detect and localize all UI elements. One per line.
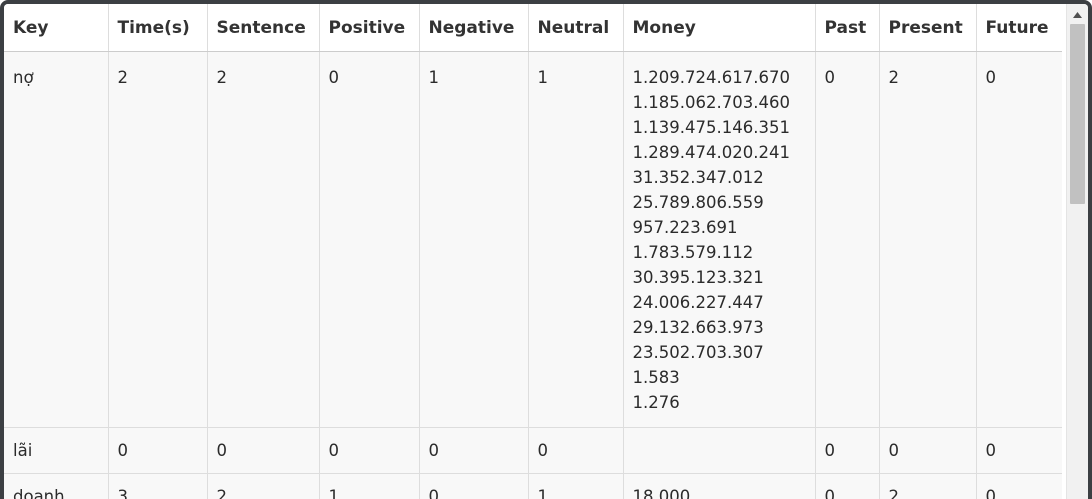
money-value: 24.006.227.447 (632, 293, 764, 312)
table-row: lãi 0 0 0 0 0 0 0 0 (4, 427, 1062, 474)
money-value: 30.395.123.321 (632, 268, 764, 287)
cell-future: 0 (976, 427, 1062, 474)
money-value: 1.783.579.112 (632, 243, 754, 262)
money-value: 1.209.724.617.670 (632, 68, 790, 87)
money-value: 1.139.475.146.351 (632, 118, 790, 137)
cell-present: 0 (879, 427, 977, 474)
cell-sentence: 2 (207, 473, 320, 499)
cell-past: 0 (815, 427, 880, 474)
cell-future: 0 (976, 51, 1062, 428)
scrollbar-thumb[interactable] (1070, 24, 1085, 204)
money-value: 18.000 (632, 487, 691, 499)
cell-time: 0 (108, 427, 208, 474)
cell-key: nợ (4, 51, 109, 428)
table-viewport: Key Time(s) Sentence Positive Negative N… (4, 4, 1062, 499)
cell-money: 18.000 (623, 473, 816, 499)
cell-positive: 0 (319, 427, 420, 474)
table-row: doanh 3 2 1 0 1 18.000 0 2 0 (4, 473, 1062, 499)
cell-sentence: 2 (207, 51, 320, 428)
header-present[interactable]: Present (879, 4, 977, 52)
header-sentence[interactable]: Sentence (207, 4, 320, 52)
table-row: nợ 2 2 0 1 1 1.209.724.617.670 1.185.062… (4, 51, 1062, 428)
cell-time: 3 (108, 473, 208, 499)
header-positive[interactable]: Positive (319, 4, 420, 52)
triangle-up-icon (1073, 12, 1082, 18)
header-neutral[interactable]: Neutral (528, 4, 624, 52)
money-value: 23.502.703.307 (632, 343, 764, 362)
cell-present: 2 (879, 473, 977, 499)
header-past[interactable]: Past (815, 4, 880, 52)
header-future[interactable]: Future (976, 4, 1062, 52)
header-time[interactable]: Time(s) (108, 4, 208, 52)
cell-time: 2 (108, 51, 208, 428)
cell-money: 1.209.724.617.670 1.185.062.703.460 1.13… (623, 51, 816, 428)
money-value: 1.185.062.703.460 (632, 93, 790, 112)
cell-positive: 0 (319, 51, 420, 428)
table-header-row: Key Time(s) Sentence Positive Negative N… (4, 4, 1062, 52)
cell-key: doanh (4, 473, 109, 499)
cell-sentence: 0 (207, 427, 320, 474)
money-value: 1.276 (632, 393, 680, 412)
cell-neutral: 0 (528, 427, 624, 474)
header-negative[interactable]: Negative (419, 4, 529, 52)
money-value: 29.132.663.973 (632, 318, 764, 337)
cell-negative: 1 (419, 51, 529, 428)
cell-key: lãi (4, 427, 109, 474)
header-money[interactable]: Money (623, 4, 816, 52)
cell-neutral: 1 (528, 473, 624, 499)
cell-present: 2 (879, 51, 977, 428)
money-value: 1.583 (632, 368, 680, 387)
cell-negative: 0 (419, 473, 529, 499)
cell-past: 0 (815, 473, 880, 499)
cell-neutral: 1 (528, 51, 624, 428)
money-value: 957.223.691 (632, 218, 738, 237)
money-value: 31.352.347.012 (632, 168, 764, 187)
scroll-up-button[interactable] (1067, 8, 1088, 22)
cell-money (623, 427, 816, 474)
money-value: 1.289.474.020.241 (632, 143, 790, 162)
cell-positive: 1 (319, 473, 420, 499)
cell-past: 0 (815, 51, 880, 428)
vertical-scrollbar[interactable] (1066, 4, 1088, 499)
cell-negative: 0 (419, 427, 529, 474)
keyword-table: Key Time(s) Sentence Positive Negative N… (4, 4, 1062, 499)
cell-future: 0 (976, 473, 1062, 499)
header-key[interactable]: Key (4, 4, 109, 52)
money-value: 25.789.806.559 (632, 193, 764, 212)
